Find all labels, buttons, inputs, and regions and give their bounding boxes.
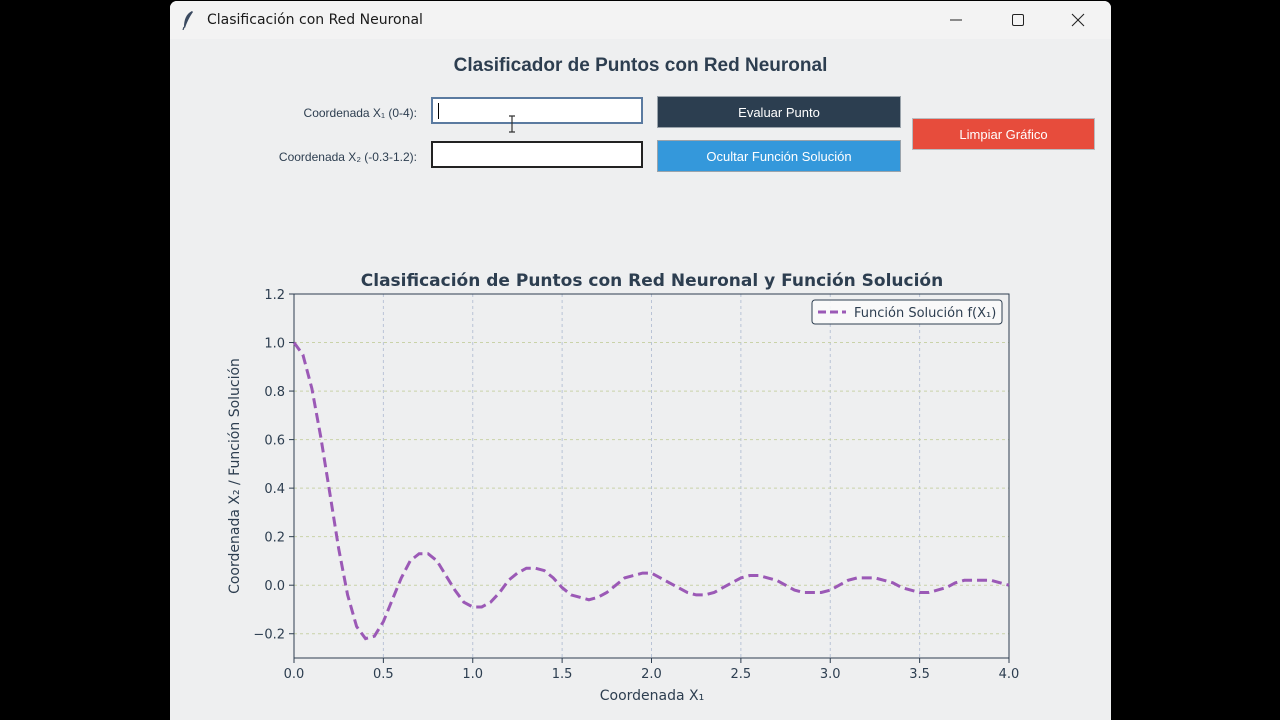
minimize-icon [950,19,962,21]
x1-input[interactable] [431,97,643,124]
hide-solution-button[interactable]: Ocultar Función Solución [657,140,901,172]
x-tick-label: 3.5 [909,667,930,682]
x-tick-label: 3.0 [820,667,841,682]
close-icon [1071,13,1085,27]
y-tick-label: 0.4 [264,482,285,497]
window-title: Clasificación con Red Neuronal [207,12,423,28]
x-tick-label: 2.0 [641,667,662,682]
chart-legend: Función Solución f(X₁) [811,299,1003,325]
x-tick-label: 1.0 [462,667,483,682]
title-bar[interactable]: Clasificación con Red Neuronal [170,1,1111,39]
feather-icon [182,11,193,30]
y-tick-label: 0.0 [264,579,285,594]
maximize-icon [1012,14,1024,26]
maximize-button[interactable] [995,1,1041,39]
x-tick-label: 0.5 [373,667,394,682]
x-axis-label: Coordenada X₁ [600,688,705,704]
x2-label: Coordenada X₂ (-0.3-1.2): [278,150,417,164]
chart-title: Clasificación de Puntos con Red Neuronal… [361,271,943,291]
x1-label: Coordenada X₁ (0-4): [303,106,417,120]
evaluate-point-button[interactable]: Evaluar Punto [657,96,901,128]
chart-grid [293,293,1010,658]
app-window: Clasificación con Red Neuronal Clasifica… [170,1,1111,720]
close-button[interactable] [1055,1,1101,39]
x2-input[interactable] [431,141,643,168]
y-tick-label: 1.2 [264,288,285,303]
page-title: Clasificador de Puntos con Red Neuronal [453,55,828,76]
x-tick-label: 2.5 [731,667,752,682]
clear-chart-button[interactable]: Limpiar Gráfico [912,118,1095,150]
minimize-button[interactable] [933,1,979,39]
text-caret [438,103,439,119]
x-axis: 0.0 0.5 1.0 1.5 2.0 2.5 3.0 3.5 4.0 [284,658,1020,682]
ibeam-cursor-icon [509,115,515,133]
x-tick-label: 4.0 [999,667,1020,682]
x-tick-label: 0.0 [284,667,305,682]
y-axis: −0.2 0.0 0.2 0.4 0.6 0.8 1.0 1.2 [253,288,294,643]
x-tick-label: 1.5 [552,667,573,682]
y-tick-label: −0.2 [253,628,285,643]
y-tick-label: 0.6 [264,434,285,449]
legend-entry: Función Solución f(X₁) [854,306,996,321]
y-tick-label: 0.2 [264,531,285,546]
chart[interactable]: Clasificación de Puntos con Red Neuronal… [170,39,1111,720]
y-tick-label: 0.8 [264,385,285,400]
y-tick-label: 1.0 [264,337,285,352]
y-axis-label: Coordenada X₂ / Función Solución [227,358,243,594]
main-content: Clasificador de Puntos con Red Neuronal … [170,39,1111,720]
